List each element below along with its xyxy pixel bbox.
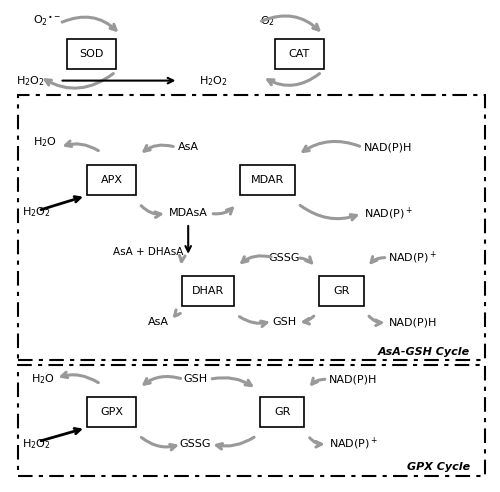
FancyArrowPatch shape — [144, 376, 180, 384]
FancyArrowPatch shape — [304, 316, 314, 324]
FancyArrowPatch shape — [144, 145, 173, 151]
Text: H$_2$O: H$_2$O — [32, 372, 55, 386]
FancyArrowPatch shape — [142, 437, 176, 450]
Text: H$_2$O$_2$: H$_2$O$_2$ — [22, 437, 50, 451]
FancyArrowPatch shape — [312, 378, 325, 384]
FancyArrowPatch shape — [212, 378, 252, 386]
Text: H$_2$O$_2$: H$_2$O$_2$ — [198, 74, 228, 88]
FancyArrowPatch shape — [180, 255, 185, 262]
Text: NAD(P)$^+$: NAD(P)$^+$ — [329, 436, 378, 452]
FancyBboxPatch shape — [67, 39, 116, 69]
FancyBboxPatch shape — [240, 165, 294, 195]
Text: NAD(P)$^+$: NAD(P)$^+$ — [388, 249, 438, 266]
Text: SOD: SOD — [80, 49, 104, 59]
FancyArrowPatch shape — [300, 205, 356, 220]
FancyArrowPatch shape — [369, 316, 382, 326]
FancyArrowPatch shape — [371, 257, 384, 263]
Text: GSH: GSH — [272, 317, 296, 327]
FancyArrowPatch shape — [62, 17, 116, 30]
FancyArrowPatch shape — [240, 317, 267, 327]
FancyBboxPatch shape — [87, 397, 136, 428]
Text: H$_2$O: H$_2$O — [33, 135, 56, 149]
Text: H$_2$O$_2$: H$_2$O$_2$ — [16, 74, 44, 88]
FancyArrowPatch shape — [268, 74, 320, 85]
Text: H$_2$O$_2$: H$_2$O$_2$ — [22, 205, 50, 219]
Text: MDAsA: MDAsA — [169, 209, 207, 218]
Text: GPX Cycle: GPX Cycle — [407, 462, 470, 472]
Text: NAD(P)H: NAD(P)H — [388, 317, 437, 327]
Text: O$_2$: O$_2$ — [260, 14, 275, 28]
FancyArrowPatch shape — [242, 256, 271, 262]
FancyArrowPatch shape — [262, 16, 318, 30]
FancyBboxPatch shape — [87, 165, 136, 195]
FancyArrowPatch shape — [141, 206, 161, 217]
Text: O$_2$$^{\bullet-}$: O$_2$$^{\bullet-}$ — [33, 14, 62, 29]
Text: GPX: GPX — [100, 407, 123, 417]
FancyArrowPatch shape — [213, 208, 233, 214]
FancyArrowPatch shape — [310, 438, 322, 447]
Text: NAD(P)$^+$: NAD(P)$^+$ — [364, 205, 413, 221]
FancyBboxPatch shape — [319, 276, 364, 306]
Text: DHAR: DHAR — [192, 286, 224, 296]
FancyArrowPatch shape — [300, 257, 312, 263]
Text: APX: APX — [100, 175, 122, 185]
FancyBboxPatch shape — [260, 397, 304, 428]
FancyArrowPatch shape — [174, 310, 180, 316]
FancyArrowPatch shape — [45, 74, 114, 88]
Text: GSSG: GSSG — [269, 253, 300, 263]
FancyArrowPatch shape — [62, 372, 98, 383]
Text: NAD(P)H: NAD(P)H — [364, 142, 412, 152]
FancyArrowPatch shape — [66, 141, 98, 151]
FancyArrowPatch shape — [216, 437, 254, 449]
Text: GR: GR — [274, 407, 290, 417]
Text: GSH: GSH — [184, 374, 208, 384]
Text: AsA + DHAsA: AsA + DHAsA — [114, 247, 184, 257]
Text: AsA: AsA — [178, 142, 199, 152]
Text: GR: GR — [334, 286, 349, 296]
FancyBboxPatch shape — [182, 276, 234, 306]
Text: CAT: CAT — [289, 49, 310, 59]
FancyArrowPatch shape — [303, 141, 360, 152]
Text: AsA-GSH Cycle: AsA-GSH Cycle — [378, 347, 470, 357]
Text: NAD(P)H: NAD(P)H — [329, 374, 378, 384]
FancyBboxPatch shape — [274, 39, 324, 69]
Text: MDAR: MDAR — [250, 175, 284, 185]
Text: AsA: AsA — [148, 317, 169, 327]
Text: GSSG: GSSG — [180, 439, 212, 449]
